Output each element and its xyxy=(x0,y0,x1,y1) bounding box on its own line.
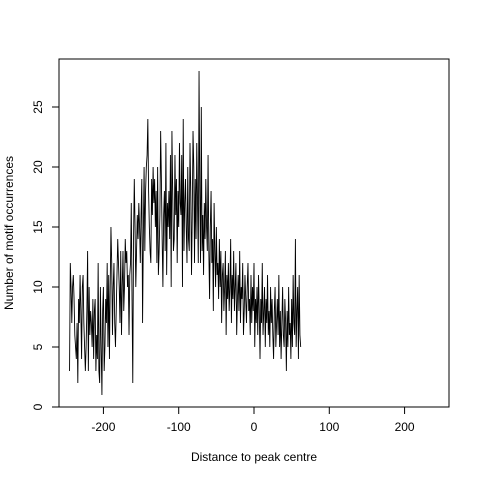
x-axis: -200 -100 0 100 200 xyxy=(91,406,415,434)
y-tick-label: 15 xyxy=(31,220,45,234)
y-tick-label: 10 xyxy=(31,280,45,294)
data-series-line xyxy=(69,70,302,396)
x-axis-title: Distance to peak centre xyxy=(191,450,317,464)
x-tick-label: -200 xyxy=(91,420,115,434)
x-tick-label: 200 xyxy=(395,420,415,434)
y-tick-label: 5 xyxy=(31,343,45,350)
y-axis-title: Number of motif occurrences xyxy=(2,156,16,310)
plot-frame xyxy=(58,58,450,408)
x-tick-label: 100 xyxy=(319,420,339,434)
y-tick-label: 25 xyxy=(31,100,45,114)
series-layer xyxy=(69,70,302,396)
x-tick-label: -100 xyxy=(167,420,191,434)
y-axis: 0 5 10 15 20 25 xyxy=(31,100,60,410)
y-tick-label: 0 xyxy=(31,403,45,410)
y-tick-label: 20 xyxy=(31,160,45,174)
x-tick-label: 0 xyxy=(251,420,258,434)
